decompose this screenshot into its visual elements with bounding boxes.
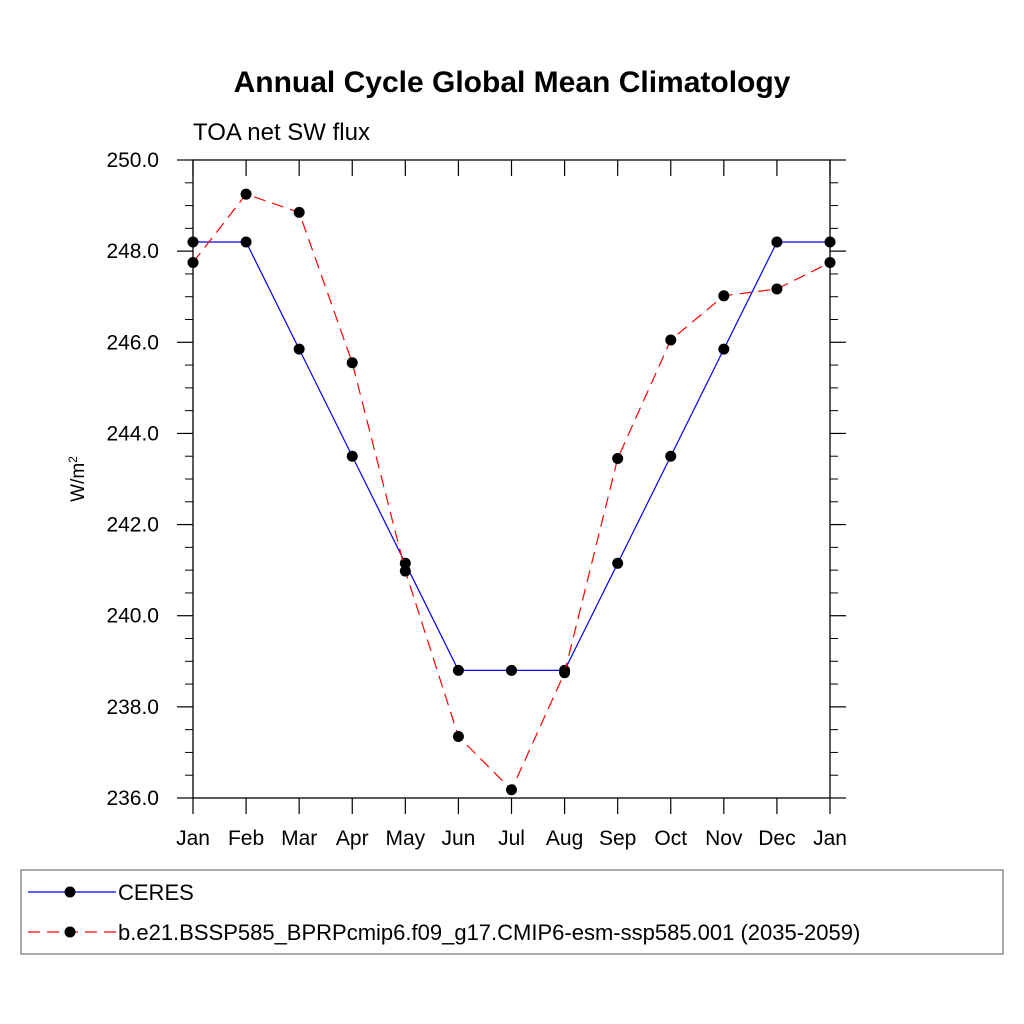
x-tick-label: Sep (599, 827, 636, 850)
y-axis-label-superscript: 2 (66, 456, 80, 463)
x-tick-label: Mar (281, 827, 317, 850)
data-point-series-2 (612, 452, 624, 464)
data-point-series-2 (665, 334, 677, 346)
data-point-series-2 (240, 188, 252, 200)
x-tick-label: Nov (705, 827, 743, 850)
x-tick-label: Dec (758, 827, 795, 850)
x-tick-label: Jan (813, 827, 847, 850)
data-point-series-1 (718, 343, 730, 355)
data-point-series-1 (293, 343, 305, 355)
legend: CERES b.e21.BSSP585_BPRPcmip6.f09_g17.CMI… (20, 869, 1004, 955)
y-axis-label-base: W/m (68, 463, 89, 502)
x-tick-label: Jan (176, 827, 210, 850)
y-tick-label: 250.0 (106, 149, 159, 172)
x-tick-label: May (385, 827, 425, 850)
series-line-2 (192, 193, 831, 791)
data-point-series-2 (399, 565, 411, 577)
x-tick-label: Oct (654, 827, 687, 850)
chart-subtitle: TOA net SW flux (193, 119, 370, 146)
legend-box (20, 869, 1004, 955)
data-point-series-1 (771, 236, 783, 248)
x-tick-label: Jul (498, 827, 525, 850)
legend-marker-1 (64, 886, 76, 898)
legend-label-1: CERES (118, 880, 194, 905)
series-line-1 (193, 241, 830, 672)
x-tick-label: Aug (546, 827, 583, 850)
data-point-series-1 (399, 557, 411, 569)
data-point-series-1 (665, 450, 677, 462)
plot-layer: 236.0 238.0 240.0 242.0 244.0 246.0 248.0 250.0… (106, 149, 846, 850)
y-axis-label: W/m2 (66, 456, 89, 502)
data-point-series-1 (612, 557, 624, 569)
y-tick-label: 236.0 (106, 787, 159, 810)
data-point-series-2 (771, 283, 783, 295)
data-point-series-1 (452, 664, 464, 676)
y-tick-label: 244.0 (106, 422, 159, 445)
legend-marker-2 (64, 926, 76, 938)
y-tick-label: 238.0 (106, 696, 159, 719)
data-point-series-2 (293, 206, 305, 218)
x-tick-label: Apr (336, 827, 369, 850)
data-point-series-2 (506, 784, 517, 796)
data-point-series-2 (346, 357, 358, 369)
plot-frame (192, 159, 831, 799)
legend-label-2: b.e21.BSSP585_BPRPcmip6.f09_g17.CMIP6-es… (118, 920, 860, 945)
y-tick-label: 242.0 (106, 514, 159, 537)
data-point-series-1 (506, 664, 517, 676)
data-point-series-2 (718, 290, 730, 302)
y-tick-label: 248.0 (106, 240, 159, 263)
y-tick-label: 246.0 (106, 331, 159, 354)
x-tick-label: Jun (441, 827, 475, 850)
data-point-series-2 (452, 730, 464, 742)
chart-title: Annual Cycle Global Mean Climatology (234, 66, 791, 99)
x-tick-label: Feb (228, 827, 264, 850)
data-point-series-1 (240, 236, 252, 248)
data-point-series-1 (346, 450, 358, 462)
data-point-series-2 (559, 667, 571, 679)
y-tick-label: 240.0 (106, 605, 159, 628)
